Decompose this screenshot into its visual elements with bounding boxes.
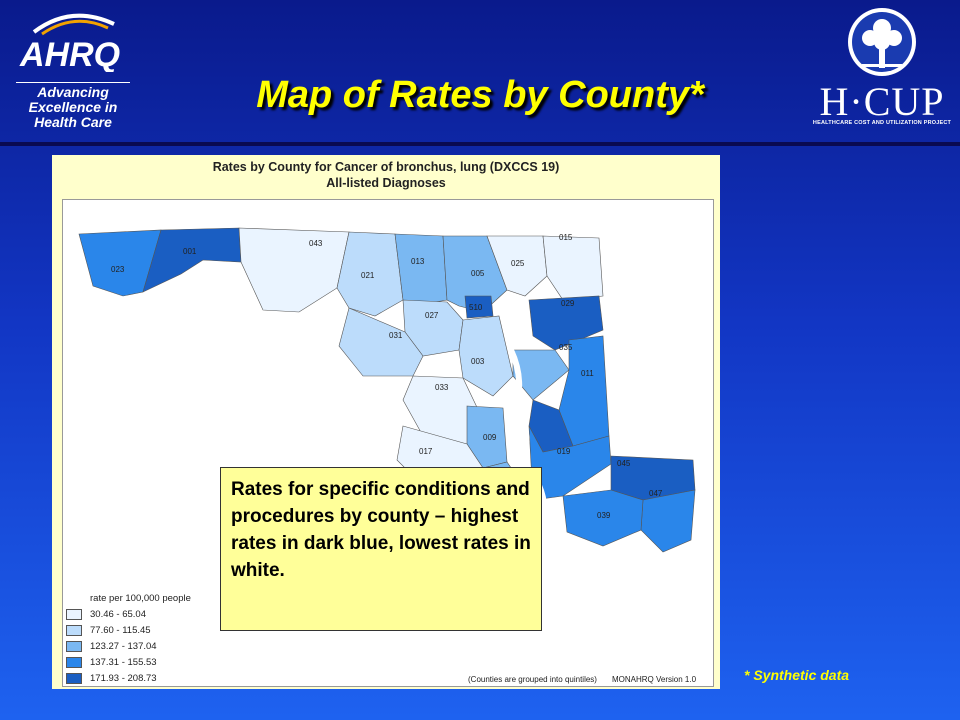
- synthetic-data-note: * Synthetic data: [744, 667, 850, 683]
- legend-row-1: 30.46 - 65.04: [66, 609, 146, 621]
- label-029: 029: [561, 299, 575, 308]
- label-025: 025: [511, 259, 525, 268]
- legend-label-4: 137.31 - 155.53: [90, 657, 157, 669]
- quintile-footnote: (Counties are grouped into quintiles): [468, 675, 597, 684]
- legend-swatch-2: [66, 625, 82, 636]
- label-009: 009: [483, 433, 497, 442]
- county-510: [464, 295, 494, 319]
- hcup-tagline: HEALTHCARE COST AND UTILIZATION PROJECT: [812, 120, 952, 126]
- callout-box: Rates for specific conditions and proced…: [220, 467, 542, 631]
- legend-row-5: 171.93 - 208.73: [66, 673, 157, 685]
- legend-row-3: 123.27 - 137.04: [66, 641, 157, 653]
- legend-swatch-4: [66, 657, 82, 668]
- county-003: [458, 315, 514, 397]
- county-039: [562, 489, 644, 547]
- county-015: [542, 235, 604, 301]
- label-013: 013: [411, 257, 425, 266]
- page-title: Map of Rates by County*: [256, 74, 704, 116]
- map-title-line2: All-listed Diagnoses: [326, 176, 446, 190]
- label-017: 017: [419, 447, 433, 456]
- label-003: 003: [471, 357, 485, 366]
- header-divider: [0, 142, 960, 146]
- label-033: 033: [435, 383, 449, 392]
- label-015: 015: [559, 233, 573, 242]
- svg-text:AHRQ: AHRQ: [19, 36, 120, 72]
- county-023: [78, 229, 162, 297]
- ahrq-tagline: Advancing Excellence in Health Care: [16, 82, 130, 130]
- county-025: [486, 235, 548, 297]
- legend-label-5: 171.93 - 208.73: [90, 673, 157, 685]
- county-013: [394, 233, 448, 305]
- label-510: 510: [469, 303, 483, 312]
- legend-label-2: 77.60 - 115.45: [90, 625, 151, 637]
- label-005: 005: [471, 269, 485, 278]
- ahrq-logo-mark: AHRQ: [19, 13, 120, 72]
- hcup-tree-icon: [848, 8, 916, 76]
- label-011: 011: [581, 369, 594, 378]
- version-label: MONAHRQ Version 1.0: [612, 675, 697, 684]
- hcup-logo: H·CUP HEALTHCARE COST AND UTILIZATION PR…: [812, 6, 952, 134]
- legend-title: rate per 100,000 people: [90, 593, 191, 604]
- legend-label-1: 30.46 - 65.04: [90, 609, 146, 621]
- legend-swatch-5: [66, 673, 82, 684]
- label-039: 039: [597, 511, 611, 520]
- map-title: Rates by County for Cancer of bronchus, …: [52, 159, 720, 191]
- hcup-logo-text: H·CUP: [819, 79, 945, 124]
- label-045: 045: [617, 459, 631, 468]
- label-021: 021: [361, 271, 375, 280]
- label-035: 035: [559, 343, 573, 352]
- label-027: 027: [425, 311, 439, 320]
- ahrq-logo: AHRQ Advancing Excellence in Health Care: [8, 6, 138, 130]
- legend-swatch-3: [66, 641, 82, 652]
- county-035: [512, 349, 570, 401]
- legend-row-4: 137.31 - 155.53: [66, 657, 157, 669]
- legend-swatch-1: [66, 609, 82, 620]
- county-047: [640, 489, 696, 553]
- label-023: 023: [111, 265, 125, 274]
- label-047: 047: [649, 489, 663, 498]
- label-001: 001: [183, 247, 197, 256]
- county-043: [238, 227, 350, 313]
- legend-row-2: 77.60 - 115.45: [66, 625, 151, 637]
- legend-label-3: 123.27 - 137.04: [90, 641, 157, 653]
- label-019: 019: [557, 447, 571, 456]
- map-title-line1: Rates by County for Cancer of bronchus, …: [212, 160, 560, 174]
- label-031: 031: [389, 331, 403, 340]
- label-043: 043: [309, 239, 323, 248]
